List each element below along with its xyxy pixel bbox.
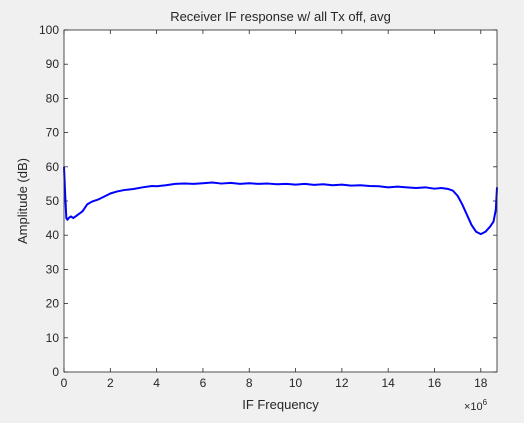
y-tick-label: 70	[46, 126, 60, 140]
chart-title: Receiver IF response w/ all Tx off, avg	[170, 9, 391, 24]
x-tick-label: 4	[153, 376, 160, 390]
x-axis-exponent: ×106	[464, 398, 488, 413]
y-tick-label: 50	[46, 194, 60, 208]
y-tick-label: 20	[46, 297, 60, 311]
x-tick-label: 12	[335, 376, 349, 390]
series-line	[63, 166, 498, 236]
y-tick-label: 30	[46, 262, 60, 276]
x-tick-label: 2	[107, 376, 114, 390]
x-axis-label: IF Frequency	[242, 397, 319, 412]
x-tick-label: 10	[289, 376, 303, 390]
x-tick-label: 14	[381, 376, 395, 390]
x-tick-label: 18	[474, 376, 488, 390]
x-tick-label: 0	[61, 376, 68, 390]
y-tick-label: 90	[46, 57, 60, 71]
y-tick-label: 10	[46, 331, 60, 345]
x-axis-exponent-power: 6	[483, 398, 488, 407]
x-axis-exponent-base: ×10	[464, 401, 483, 413]
x-tick-label: 8	[246, 376, 253, 390]
y-axis-label: Amplitude (dB)	[15, 158, 30, 244]
y-tick-label: 100	[39, 23, 59, 37]
y-tick-label: 0	[52, 365, 59, 379]
axes-box	[63, 29, 498, 373]
x-tick-label: 6	[200, 376, 207, 390]
x-tick-label: 16	[428, 376, 442, 390]
plot-area	[64, 30, 497, 372]
tick-labels: 0 2 4 6 8 10 12 14 16 18 0 10 20 30 40 50 60 70 80 90 100	[39, 23, 488, 390]
y-tick-label: 40	[46, 228, 60, 242]
y-tick-label: 80	[46, 91, 60, 105]
y-tick-label: 60	[46, 160, 60, 174]
